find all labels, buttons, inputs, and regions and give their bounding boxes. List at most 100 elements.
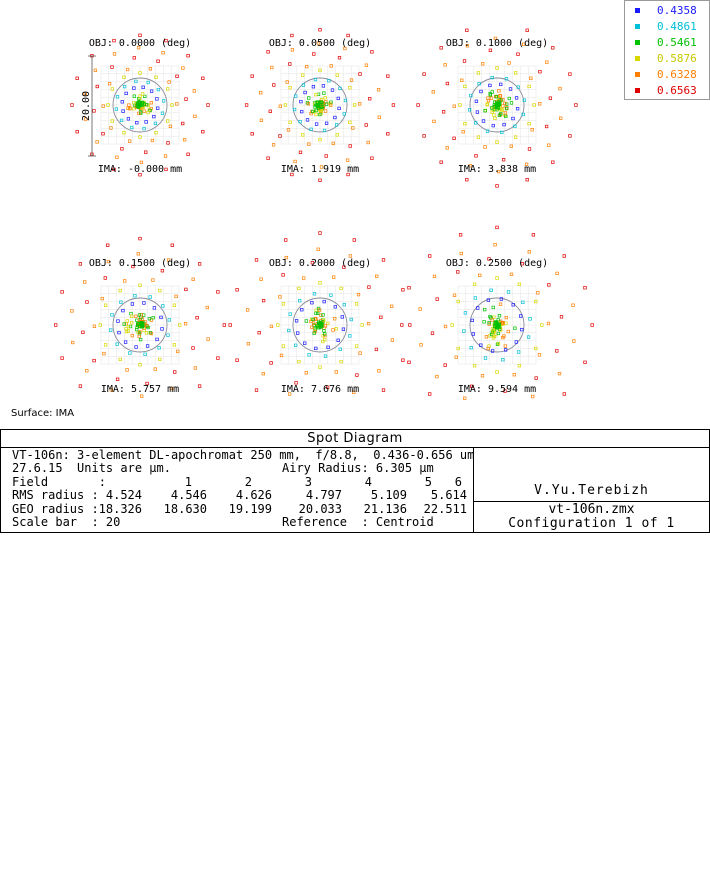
spot-point: [138, 173, 142, 177]
spot-point: [330, 88, 335, 92]
spot-point: [115, 342, 119, 346]
spot-point: [70, 103, 74, 107]
spot-point: [407, 360, 411, 364]
spot-point: [422, 134, 426, 138]
spot-point: [312, 292, 317, 296]
spot-point: [294, 343, 298, 347]
spot-point: [474, 99, 479, 103]
spot-point: [428, 254, 432, 258]
spot-point: [504, 114, 508, 119]
legend-value: 0.5876: [657, 52, 697, 65]
spot-point: [112, 167, 116, 172]
spot-point: [488, 93, 492, 97]
spot-point: [307, 142, 311, 146]
spot-point: [343, 98, 348, 103]
spot-point: [516, 52, 520, 56]
spot-point: [490, 330, 495, 334]
spot-point: [121, 308, 125, 313]
field-obj-label: OBJ: 0.1500 (deg): [89, 258, 191, 269]
spot-point: [445, 146, 449, 150]
spot-point: [481, 119, 486, 123]
spot-point: [492, 315, 496, 319]
spot-point: [235, 288, 239, 292]
spot-point: [419, 343, 423, 347]
spot-point: [167, 80, 171, 84]
spot-point: [489, 288, 493, 292]
spot-point: [432, 274, 437, 279]
spot-point: [310, 301, 314, 305]
airy-circle: [112, 77, 168, 133]
spot-point: [368, 97, 372, 101]
spot-point: [143, 352, 147, 356]
spot-point: [517, 364, 522, 368]
spot-point: [551, 160, 555, 164]
spot-point: [319, 101, 323, 105]
spot-point: [370, 50, 374, 54]
description-line: VT-106n: 3-element DL-apochromat 250 mm,…: [12, 448, 475, 462]
spot-point: [140, 321, 144, 326]
spot-point: [309, 127, 313, 131]
spot-point: [138, 337, 143, 342]
spot-point: [465, 28, 469, 32]
footer-divider: [473, 448, 474, 532]
spot-point: [534, 376, 538, 380]
spot-point: [491, 330, 495, 334]
spot-point: [148, 295, 152, 299]
spot-point: [463, 396, 467, 400]
spot-point: [431, 90, 435, 94]
spot-point: [495, 225, 499, 230]
spot-point: [481, 62, 485, 66]
spot-point: [499, 112, 503, 116]
spot-point: [123, 279, 127, 283]
spot-point: [487, 321, 491, 325]
spot-point: [259, 118, 264, 122]
spot-point: [583, 286, 587, 290]
spot-point: [583, 360, 587, 364]
spot-point: [172, 303, 177, 307]
spot-point: [349, 78, 354, 82]
spot-point: [521, 112, 525, 117]
spot-point: [244, 103, 249, 107]
spot-point: [489, 96, 494, 100]
spot-point: [132, 86, 136, 90]
spot-point: [235, 358, 239, 362]
spot-point: [477, 82, 481, 86]
spot-point: [92, 324, 97, 328]
spot-point: [364, 123, 368, 127]
spot-point: [493, 116, 497, 120]
spot-point: [334, 327, 338, 331]
spot-point: [329, 103, 333, 107]
field-obj-label: OBJ: 0.2500 (deg): [446, 258, 548, 269]
spot-point: [354, 302, 359, 306]
spot-point: [522, 42, 526, 46]
spot-point: [269, 361, 273, 365]
spot-point: [151, 278, 155, 282]
spot-point: [334, 123, 339, 127]
spot-point: [103, 276, 107, 280]
spot-point: [517, 282, 522, 286]
spot-point: [475, 110, 480, 114]
spot-point: [138, 71, 142, 75]
spot-point: [439, 160, 443, 164]
spot-point: [315, 324, 320, 328]
spot-point: [191, 346, 195, 350]
spot-point: [276, 323, 280, 327]
spot-point: [318, 178, 322, 182]
spot-point: [497, 108, 501, 112]
spot-point: [173, 370, 177, 374]
spot-point: [314, 112, 318, 117]
spot-point: [157, 346, 161, 350]
spot-point: [266, 156, 270, 160]
spot-point: [112, 38, 116, 43]
spot-point: [507, 96, 511, 101]
spot-point: [495, 342, 500, 346]
spot-point: [125, 67, 130, 72]
spot-point: [254, 258, 259, 262]
spot-point: [526, 335, 531, 339]
airy-circle: [469, 77, 525, 133]
spot-point: [348, 254, 353, 258]
spot-point: [140, 324, 145, 329]
spot-point: [418, 307, 422, 311]
spot-point: [490, 75, 494, 80]
spot-point: [324, 121, 329, 125]
